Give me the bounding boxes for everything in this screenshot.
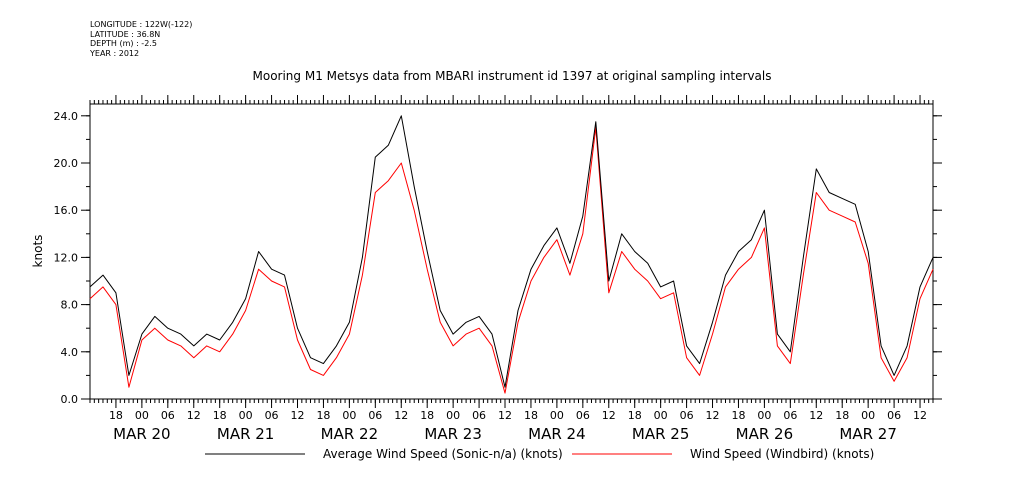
plot-frame bbox=[89, 103, 934, 400]
x-tick-label: 00 bbox=[239, 409, 253, 422]
depth-text: DEPTH (m) : -2.5 bbox=[90, 39, 157, 48]
x-tick-label: 18 bbox=[524, 409, 538, 422]
legend-label-windbird-speed: Wind Speed (Windbird) (knots) bbox=[690, 447, 874, 461]
x-tick-label: 12 bbox=[187, 409, 201, 422]
longitude-text: LONGITUDE : 122W(-122) bbox=[90, 20, 193, 29]
chart-title: Mooring M1 Metsys data from MBARI instru… bbox=[253, 69, 772, 83]
x-day-label: MAR 25 bbox=[632, 425, 689, 443]
x-tick-label: 00 bbox=[135, 409, 149, 422]
x-tick-label: 06 bbox=[680, 409, 694, 422]
x-tick-label: 18 bbox=[316, 409, 330, 422]
x-tick-label: 12 bbox=[291, 409, 305, 422]
x-tick-label: 12 bbox=[706, 409, 720, 422]
mooring-metadata: LONGITUDE : 122W(-122) LATITUDE : 36.8N … bbox=[90, 20, 192, 58]
x-tick-label: 18 bbox=[213, 409, 227, 422]
y-axis-label: knots bbox=[31, 235, 45, 268]
y-tick-label: 8.0 bbox=[61, 299, 79, 312]
x-day-label: MAR 23 bbox=[424, 425, 481, 443]
y-tick-label: 16.0 bbox=[54, 204, 79, 217]
x-tick-label: 18 bbox=[109, 409, 123, 422]
latitude-text: LATITUDE : 36.8N bbox=[90, 29, 161, 39]
series-line-average-wind-speed bbox=[89, 115, 934, 388]
x-tick-label: 12 bbox=[602, 409, 616, 422]
legend-label-average-wind-speed: Average Wind Speed (Sonic-n/a) (knots) bbox=[323, 447, 563, 461]
x-tick-label: 06 bbox=[161, 409, 175, 422]
x-axis: 18 00 06 12 18 00 06 12 18 00 06 12 18 00 06 12 18 00 06 12… bbox=[109, 95, 927, 443]
x-tick-label: 00 bbox=[757, 409, 771, 422]
x-tick-label: 06 bbox=[265, 409, 279, 422]
year-text: YEAR : 2012 bbox=[90, 48, 140, 58]
x-tick-label: 12 bbox=[913, 409, 927, 422]
x-tick-label: 00 bbox=[342, 409, 356, 422]
series-layer bbox=[89, 115, 934, 394]
y-tick-label: 4.0 bbox=[61, 346, 79, 359]
x-tick-label: 06 bbox=[887, 409, 901, 422]
x-tick-label: 06 bbox=[783, 409, 797, 422]
x-tick-label: 06 bbox=[472, 409, 486, 422]
x-day-label: MAR 24 bbox=[528, 425, 585, 443]
x-day-label: MAR 21 bbox=[217, 425, 274, 443]
y-tick-label: 24.0 bbox=[54, 110, 79, 123]
series-line-windbird-speed bbox=[89, 127, 934, 394]
x-day-label: MAR 26 bbox=[736, 425, 793, 443]
x-tick-label: 06 bbox=[368, 409, 382, 422]
x-tick-label: 00 bbox=[550, 409, 564, 422]
legend: Average Wind Speed (Sonic-n/a) (knots) W… bbox=[205, 447, 874, 461]
y-tick-label: 12.0 bbox=[54, 251, 79, 264]
y-tick-label: 0.0 bbox=[61, 393, 79, 406]
x-tick-label: 12 bbox=[394, 409, 408, 422]
x-day-label: MAR 20 bbox=[113, 425, 170, 443]
y-tick-label: 20.0 bbox=[54, 157, 79, 170]
x-tick-label: 12 bbox=[809, 409, 823, 422]
x-tick-label: 18 bbox=[420, 409, 434, 422]
x-tick-label: 18 bbox=[731, 409, 745, 422]
x-tick-label: 00 bbox=[861, 409, 875, 422]
x-tick-label: 00 bbox=[654, 409, 668, 422]
x-day-label: MAR 27 bbox=[839, 425, 896, 443]
x-tick-label: 06 bbox=[576, 409, 590, 422]
x-tick-label: 12 bbox=[498, 409, 512, 422]
x-tick-label: 18 bbox=[628, 409, 642, 422]
x-day-label: MAR 22 bbox=[321, 425, 378, 443]
y-axis: 0.0 4.0 8.0 12.0 16.0 20.0 24.0 bbox=[54, 110, 942, 406]
x-tick-label: 18 bbox=[835, 409, 849, 422]
x-tick-label: 00 bbox=[446, 409, 460, 422]
